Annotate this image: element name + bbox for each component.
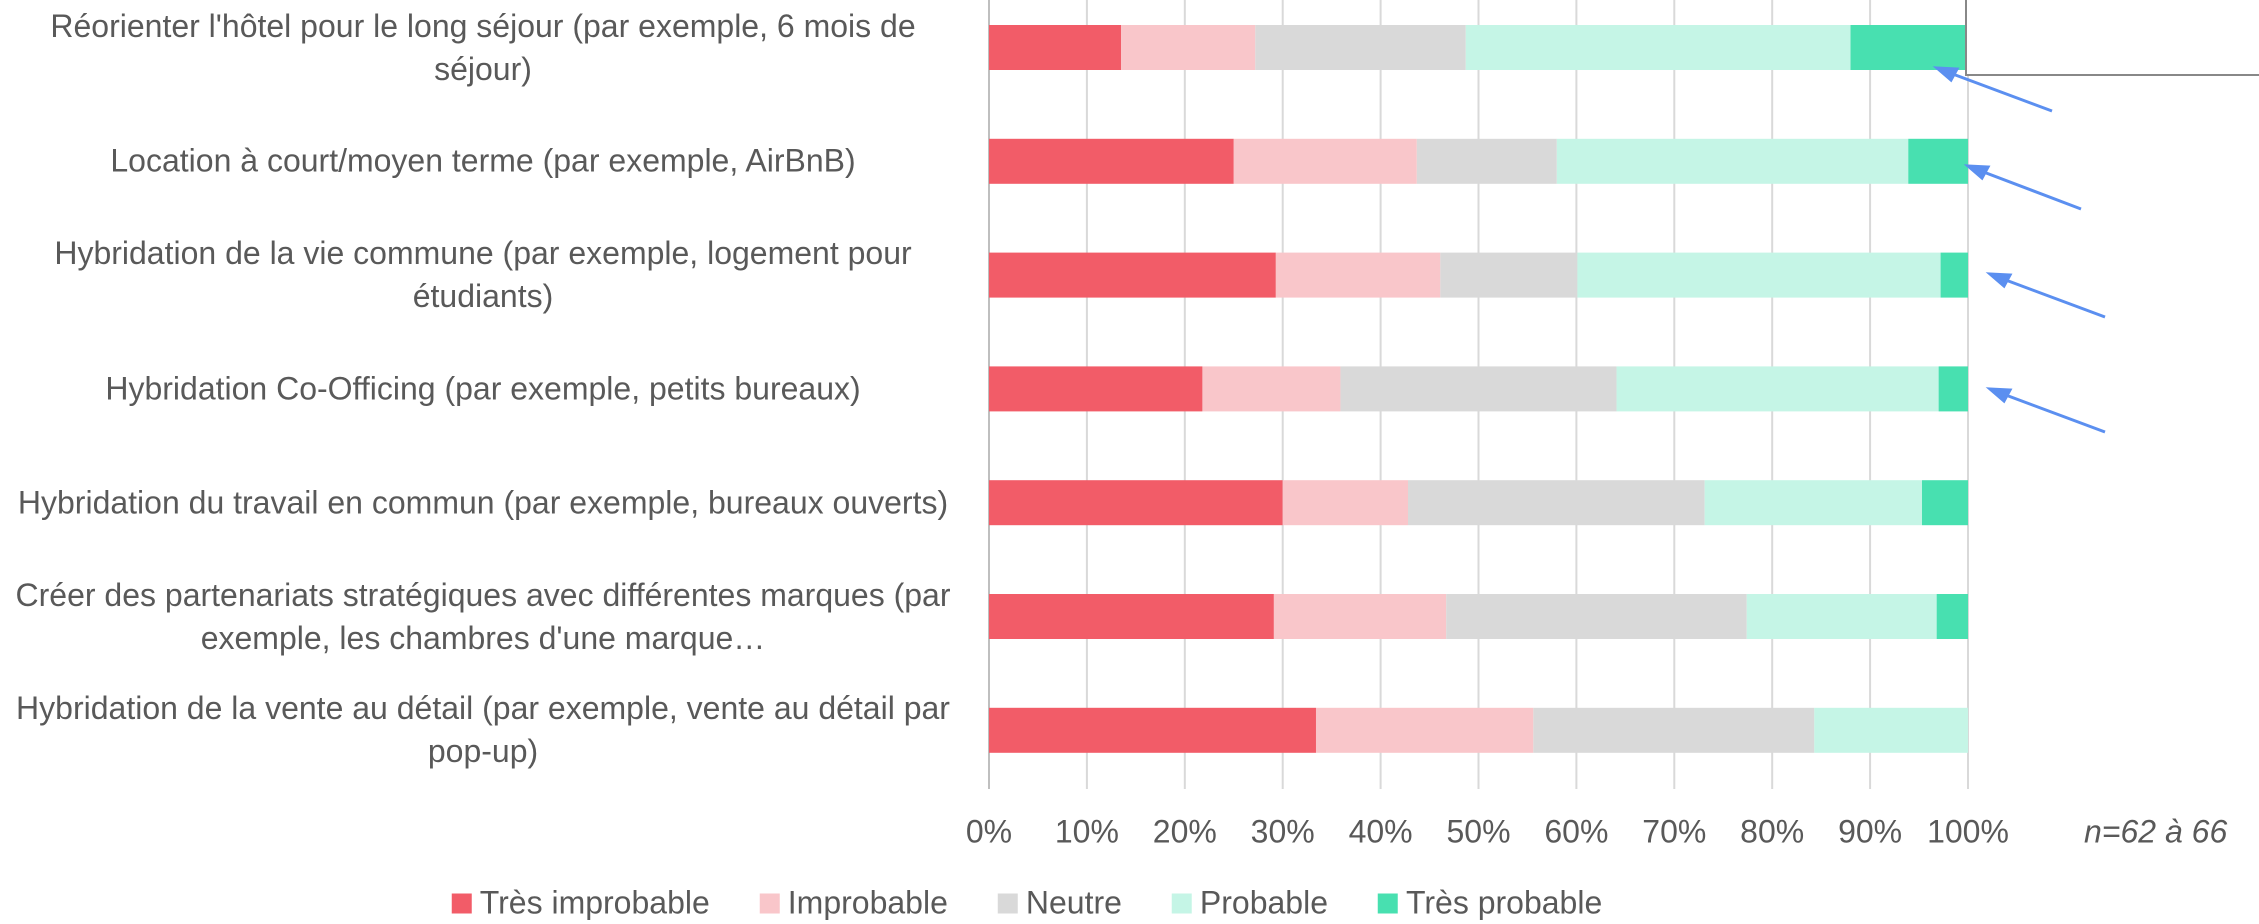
bar-segment <box>1283 480 1408 525</box>
bar-segment <box>1557 139 1908 184</box>
bar-segment <box>1466 25 1851 70</box>
bar-segment <box>1408 480 1705 525</box>
x-tick-label: 70% <box>1642 813 1706 849</box>
bar-segment <box>989 253 1276 298</box>
bar-segment <box>989 480 1283 525</box>
bar-segment <box>1121 25 1255 70</box>
chart: n=62 à 66 0% 10% 20% 30% 40% 50% 60% 70% 80% 90% 1… <box>0 0 2259 924</box>
x-tick-label: 90% <box>1838 813 1902 849</box>
bar-segment <box>1617 366 1939 411</box>
legend-item: Très improbable <box>452 885 710 922</box>
bar-segment <box>1234 139 1417 184</box>
bar-segment <box>1533 708 1814 753</box>
bar-segment <box>1446 594 1747 639</box>
bar-segment <box>989 25 1121 70</box>
x-tick-label: 10% <box>1055 813 1119 849</box>
bar-segment <box>1440 253 1577 298</box>
x-tick-label: 80% <box>1740 813 1804 849</box>
legend-item: Neutre <box>998 885 1122 922</box>
category-label: Créer des partenariats stratégiques avec… <box>8 574 958 660</box>
legend-item: Improbable <box>760 885 948 922</box>
bar-segment <box>1851 25 1968 70</box>
x-tick-label: 20% <box>1153 813 1217 849</box>
category-label: Hybridation Co-Officing (par exemple, pe… <box>8 367 958 410</box>
legend-label: Très probable <box>1406 885 1602 922</box>
inset-image <box>1966 0 2259 75</box>
bar-segment <box>1276 253 1440 298</box>
category-label: Réorienter l'hôtel pour le long séjour (… <box>8 5 958 91</box>
bar-segment <box>1316 708 1533 753</box>
plot: n=62 à 66 0% 10% 20% 30% 40% 50% 60% 70% 80% 90% 1… <box>0 0 2259 924</box>
bar-segment <box>1941 253 1968 298</box>
bar-segment <box>989 594 1274 639</box>
legend-swatch <box>1172 893 1192 913</box>
bar-segment <box>1747 594 1937 639</box>
x-tick-label: 0% <box>966 813 1012 849</box>
x-tick-label: 100% <box>1927 813 2009 849</box>
bar-segment <box>989 139 1234 184</box>
bar-segment <box>1255 25 1465 70</box>
legend-label: Neutre <box>1026 885 1122 922</box>
bar-segment <box>1202 366 1340 411</box>
legend-item: Probable <box>1172 885 1328 922</box>
sample-note: n=62 à 66 <box>2084 813 2227 849</box>
bar-segment <box>1577 253 1940 298</box>
category-label: Hybridation de la vie commune (par exemp… <box>8 232 958 318</box>
legend-swatch <box>452 893 472 913</box>
bar-segment <box>1908 139 1968 184</box>
x-tick-label: 30% <box>1251 813 1315 849</box>
legend: Très improbable Improbable Neutre Probable T… <box>452 885 1603 922</box>
x-tick-label: 40% <box>1349 813 1413 849</box>
bar-segment <box>1340 366 1616 411</box>
bar-segment <box>1937 594 1968 639</box>
legend-item: Très probable <box>1378 885 1602 922</box>
legend-swatch <box>760 893 780 913</box>
bar-segment <box>1939 366 1968 411</box>
bar-segment <box>1417 139 1557 184</box>
x-tick-label: 50% <box>1446 813 1510 849</box>
bar-segment <box>989 366 1202 411</box>
bar-segment <box>1922 480 1968 525</box>
category-label: Hybridation du travail en commun (par ex… <box>8 481 958 524</box>
bar-segment <box>989 708 1316 753</box>
legend-swatch <box>998 893 1018 913</box>
bar-segment <box>1274 594 1446 639</box>
category-label: Location à court/moyen terme (par exempl… <box>8 140 958 183</box>
x-tick-label: 60% <box>1544 813 1608 849</box>
category-label: Hybridation de la vente au détail (par e… <box>8 687 958 773</box>
bar-segment <box>1814 708 1968 753</box>
legend-label: Probable <box>1200 885 1328 922</box>
legend-label: Improbable <box>788 885 948 922</box>
legend-swatch <box>1378 893 1398 913</box>
legend-label: Très improbable <box>480 885 710 922</box>
bar-segment <box>1705 480 1922 525</box>
